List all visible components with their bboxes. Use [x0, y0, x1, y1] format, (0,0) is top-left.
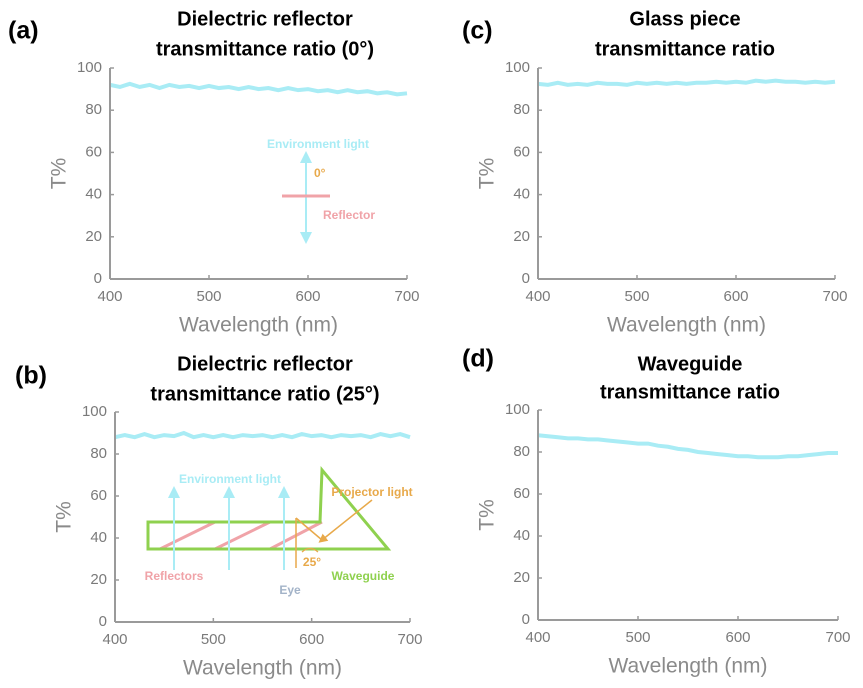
y-tick-label: 0: [522, 611, 530, 628]
y-tick-label: 60: [90, 487, 107, 504]
y-tick-label: 80: [513, 101, 530, 118]
annotation: Environment light: [179, 472, 281, 486]
y-tick-label: 100: [77, 59, 102, 76]
y-tick-label: 40: [90, 529, 107, 546]
data-line: [114, 430, 411, 440]
x-tick-label: 700: [822, 288, 847, 305]
x-tick-label: 500: [196, 288, 221, 305]
chart-title: transmittance ratio: [600, 381, 780, 403]
y-tick-label: 100: [505, 401, 530, 418]
chart-title: Glass piece: [629, 8, 740, 30]
x-tick-label: 600: [295, 288, 320, 305]
y-tick-label: 40: [85, 186, 102, 203]
inset-diagram-b: [146, 466, 392, 570]
y-tick-label: 80: [513, 443, 530, 460]
annotation: Projector light: [331, 485, 412, 499]
annotation: 25°: [303, 555, 321, 569]
x-axis-label: Wavelength (nm): [179, 314, 338, 337]
y-tick-label: 60: [513, 485, 530, 502]
x-axis-label: Wavelength (nm): [607, 314, 766, 337]
y-axis-label: T%: [476, 499, 499, 531]
chart-title: transmittance ratio: [595, 38, 775, 60]
panel-label: (c): [462, 17, 493, 45]
y-tick-label: 80: [85, 101, 102, 118]
x-tick-label: 400: [97, 288, 122, 305]
annotation: Environment light: [267, 137, 369, 151]
x-tick-label: 500: [625, 629, 650, 646]
chart-title: Dielectric reflector: [177, 8, 353, 30]
y-tick-label: 20: [85, 228, 102, 245]
x-axis-label: Wavelength (nm): [183, 657, 342, 680]
x-tick-label: 600: [299, 631, 324, 648]
x-axis-label: Wavelength (nm): [608, 655, 767, 678]
y-tick-label: 40: [513, 527, 530, 544]
y-tick-label: 20: [513, 228, 530, 245]
annotation: 0°: [314, 166, 326, 180]
y-axis-label: T%: [48, 158, 71, 190]
y-tick-label: 100: [82, 403, 107, 420]
x-tick-label: 400: [102, 631, 127, 648]
y-tick-label: 60: [85, 143, 102, 160]
x-tick-label: 400: [525, 288, 550, 305]
panel-label: (d): [462, 345, 494, 373]
annotation: Waveguide: [332, 569, 395, 583]
x-tick-label: 700: [825, 629, 850, 646]
chart-title: Dielectric reflector: [177, 353, 353, 375]
y-tick-label: 80: [90, 445, 107, 462]
data-line: [537, 433, 838, 460]
x-tick-label: 500: [201, 631, 226, 648]
annotation: Reflectors: [145, 569, 204, 583]
chart-title: Waveguide: [638, 353, 743, 375]
y-tick-label: 0: [94, 270, 102, 287]
chart-title: transmittance ratio (0°): [156, 38, 374, 60]
x-tick-label: 700: [397, 631, 422, 648]
annotation: Reflector: [323, 208, 375, 222]
x-tick-label: 600: [725, 629, 750, 646]
chart-title: transmittance ratio (25°): [150, 383, 379, 405]
y-axis-label: T%: [53, 501, 76, 533]
y-tick-label: 20: [90, 571, 107, 588]
y-axis-label: T%: [476, 158, 499, 190]
x-tick-label: 600: [723, 288, 748, 305]
x-tick-label: 700: [394, 288, 419, 305]
annotation: Eye: [279, 583, 301, 597]
y-tick-label: 60: [513, 143, 530, 160]
panel-label: (a): [8, 17, 39, 45]
panel-label: (b): [15, 362, 47, 390]
data-line: [537, 78, 836, 87]
x-tick-label: 500: [624, 288, 649, 305]
y-tick-label: 20: [513, 569, 530, 586]
y-tick-label: 0: [99, 613, 107, 630]
inset-diagram-a: [282, 151, 330, 244]
y-tick-label: 100: [505, 59, 530, 76]
data-line: [109, 81, 408, 97]
y-tick-label: 0: [522, 270, 530, 287]
x-tick-label: 400: [525, 629, 550, 646]
y-tick-label: 40: [513, 186, 530, 203]
